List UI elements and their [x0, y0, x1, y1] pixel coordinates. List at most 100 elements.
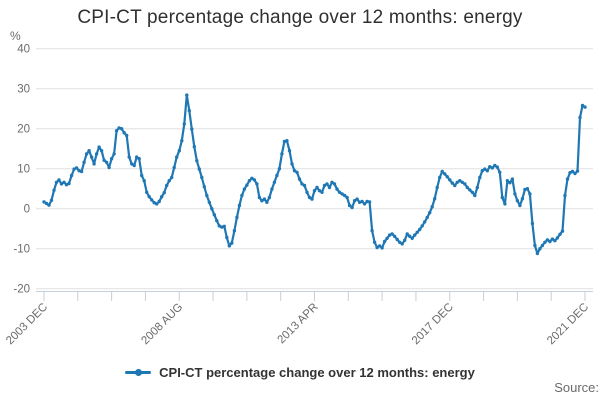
data-point — [232, 229, 237, 233]
data-point — [367, 200, 372, 204]
data-point — [187, 109, 191, 113]
data-point — [195, 159, 199, 163]
data-point — [132, 163, 136, 168]
data-point — [575, 169, 580, 173]
data-point — [345, 195, 349, 200]
data-point — [423, 220, 427, 224]
data-point — [493, 163, 497, 168]
data-point — [583, 105, 587, 109]
data-point — [440, 169, 444, 174]
data-point — [97, 145, 101, 149]
x-tick-label: 2013 APR — [276, 301, 321, 346]
data-point — [307, 195, 312, 200]
data-point — [380, 246, 384, 250]
data-point — [257, 195, 262, 200]
data-point — [135, 155, 139, 159]
data-point — [79, 169, 84, 174]
data-point — [565, 177, 570, 181]
data-point — [160, 195, 164, 199]
data-point — [390, 232, 394, 236]
data-point — [483, 167, 487, 171]
data-point — [463, 182, 467, 186]
data-point — [337, 190, 342, 194]
data-point — [460, 180, 464, 184]
data-point — [563, 193, 567, 198]
data-point — [300, 182, 304, 186]
legend: CPI-CT percentage change over 12 months:… — [0, 365, 600, 380]
data-point — [147, 195, 151, 199]
data-point — [125, 133, 129, 138]
data-point — [157, 199, 161, 204]
data-point — [190, 127, 194, 131]
data-point — [360, 199, 364, 204]
data-point — [127, 155, 131, 159]
data-point — [545, 238, 550, 242]
data-point — [165, 183, 169, 188]
data-point — [265, 200, 269, 204]
data-point — [177, 149, 181, 153]
data-point — [430, 205, 434, 209]
x-tick-label: 2003 DEC — [4, 301, 50, 347]
data-point — [435, 185, 439, 190]
data-point — [513, 192, 517, 196]
data-point — [130, 162, 134, 166]
data-point — [82, 160, 86, 164]
data-point — [155, 202, 159, 206]
data-point — [560, 229, 565, 233]
data-point — [330, 180, 334, 184]
data-point — [455, 180, 459, 184]
data-point — [59, 182, 64, 186]
data-point — [315, 185, 319, 190]
data-point — [162, 191, 166, 195]
data-point — [448, 178, 452, 182]
data-point — [225, 235, 229, 240]
data-point — [415, 230, 419, 234]
data-point — [237, 203, 242, 208]
data-point — [245, 183, 249, 187]
data-point — [420, 224, 424, 228]
data-point — [317, 189, 322, 193]
data-point — [470, 190, 474, 194]
y-axis-unit-label: % — [10, 29, 21, 43]
data-point — [405, 232, 409, 236]
data-point — [99, 149, 104, 153]
data-point — [295, 170, 299, 174]
data-point — [227, 244, 231, 248]
data-point — [352, 199, 357, 203]
data-point — [272, 180, 277, 184]
data-point — [94, 152, 99, 156]
data-point — [478, 175, 482, 180]
data-point — [192, 145, 196, 149]
data-point — [57, 178, 61, 182]
data-point — [473, 193, 477, 198]
data-point — [230, 241, 234, 245]
data-point — [280, 152, 284, 156]
y-tick-label: 40 — [17, 44, 30, 56]
data-point — [377, 244, 382, 248]
data-point — [222, 224, 226, 228]
data-point — [197, 167, 201, 171]
data-point — [84, 152, 89, 156]
data-point — [510, 177, 515, 181]
data-point — [480, 169, 484, 173]
data-point — [42, 200, 46, 204]
data-point — [503, 202, 507, 206]
data-point — [335, 187, 339, 191]
data-point — [500, 195, 504, 200]
data-point — [543, 240, 547, 244]
data-point — [312, 189, 317, 193]
data-point — [550, 237, 555, 241]
data-point — [332, 182, 337, 186]
data-point — [212, 213, 216, 217]
data-point — [418, 227, 422, 232]
data-point — [255, 182, 259, 186]
data-point — [465, 185, 469, 190]
y-tick-label: 20 — [17, 124, 30, 136]
data-point — [44, 201, 49, 206]
data-point — [400, 242, 404, 246]
data-point — [398, 240, 402, 244]
data-point — [505, 179, 510, 183]
data-point — [580, 103, 585, 108]
data-point — [172, 165, 176, 170]
data-point — [475, 185, 479, 190]
